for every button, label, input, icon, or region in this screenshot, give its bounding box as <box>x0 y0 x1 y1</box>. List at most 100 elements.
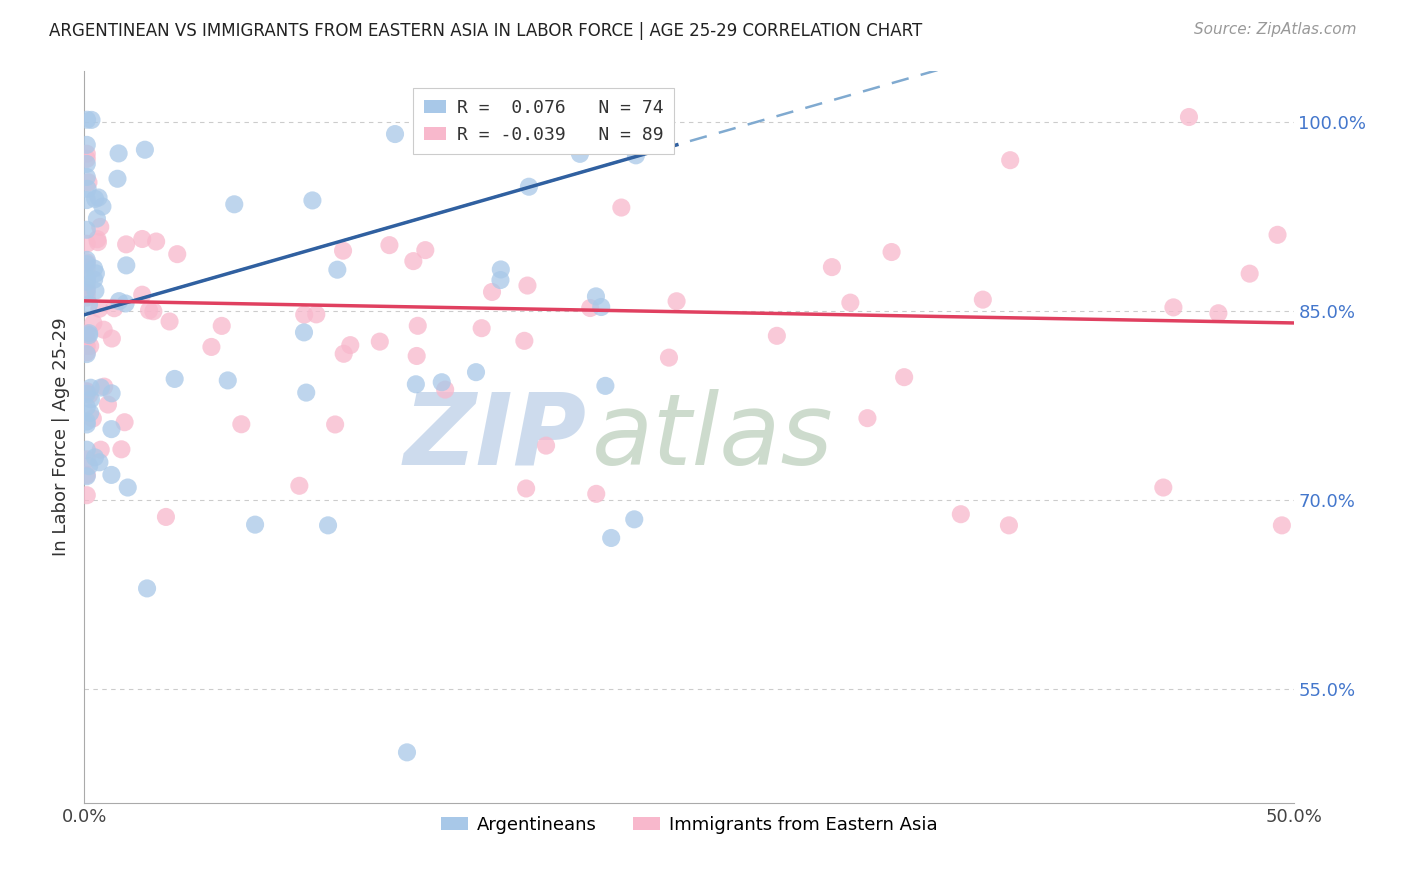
Point <box>316 518 339 533</box>
Point <box>76 260 98 275</box>
Point <box>76 280 98 294</box>
Point <box>610 201 633 215</box>
Point <box>821 260 844 274</box>
Point <box>76 152 98 166</box>
Point <box>481 285 503 299</box>
Point <box>243 517 266 532</box>
Point <box>145 235 167 249</box>
Point <box>89 219 111 234</box>
Point <box>76 223 98 237</box>
Point <box>131 232 153 246</box>
Point <box>766 328 789 343</box>
Point <box>591 300 613 314</box>
Point <box>110 442 132 457</box>
Point <box>76 384 98 399</box>
Point <box>131 287 153 301</box>
Point <box>880 245 903 260</box>
Point <box>326 262 349 277</box>
Point <box>142 304 165 318</box>
Point <box>117 481 139 495</box>
Point <box>107 146 129 161</box>
Point <box>84 450 107 465</box>
Point <box>301 194 323 208</box>
Point <box>79 381 101 395</box>
Point <box>949 507 972 521</box>
Point <box>80 392 103 407</box>
Point <box>93 323 115 337</box>
Point <box>579 301 602 315</box>
Point <box>100 422 122 436</box>
Point <box>84 266 107 280</box>
Point <box>211 318 233 333</box>
Point <box>84 192 107 206</box>
Point <box>998 518 1021 533</box>
Point <box>600 531 623 545</box>
Point <box>100 386 122 401</box>
Point <box>89 301 111 316</box>
Point <box>658 351 681 365</box>
Point <box>517 179 540 194</box>
Point <box>90 380 112 394</box>
Point <box>76 257 98 271</box>
Point <box>1239 267 1261 281</box>
Point <box>166 247 188 261</box>
Point <box>90 442 112 457</box>
Point <box>406 318 429 333</box>
Point <box>434 383 457 397</box>
Point <box>84 284 107 298</box>
Point <box>76 386 98 401</box>
Point <box>339 338 361 352</box>
Point <box>332 347 354 361</box>
Point <box>76 384 98 398</box>
Point <box>292 308 315 322</box>
Point <box>1208 306 1230 320</box>
Point <box>76 417 98 432</box>
Point <box>217 373 239 387</box>
Point <box>76 236 98 251</box>
Point <box>368 334 391 349</box>
Point <box>76 283 98 297</box>
Point <box>571 116 593 130</box>
Point <box>76 415 98 429</box>
Point <box>595 379 617 393</box>
Point <box>77 326 100 341</box>
Point <box>76 137 98 152</box>
Point <box>292 326 315 340</box>
Point <box>155 510 177 524</box>
Point <box>163 372 186 386</box>
Point <box>77 175 100 189</box>
Point <box>402 254 425 268</box>
Point <box>107 171 129 186</box>
Point <box>76 400 98 414</box>
Point <box>86 232 108 246</box>
Point <box>103 301 125 316</box>
Point <box>224 197 246 211</box>
Text: atlas: atlas <box>592 389 834 485</box>
Point <box>972 293 994 307</box>
Text: ZIP: ZIP <box>404 389 586 485</box>
Point <box>665 294 688 309</box>
Point <box>87 235 110 249</box>
Point <box>89 455 111 469</box>
Point <box>91 200 114 214</box>
Point <box>76 469 98 483</box>
Y-axis label: In Labor Force | Age 25-29: In Labor Force | Age 25-29 <box>52 318 70 557</box>
Point <box>76 255 98 269</box>
Point <box>893 370 915 384</box>
Point <box>97 398 120 412</box>
Point <box>100 467 122 482</box>
Point <box>76 442 98 457</box>
Point <box>80 112 103 127</box>
Point <box>489 262 512 277</box>
Point <box>288 479 311 493</box>
Point <box>114 415 136 429</box>
Point <box>76 193 98 207</box>
Point <box>856 411 879 425</box>
Point <box>585 487 607 501</box>
Point <box>76 339 98 353</box>
Text: ARGENTINEAN VS IMMIGRANTS FROM EASTERN ASIA IN LABOR FORCE | AGE 25-29 CORRELATI: ARGENTINEAN VS IMMIGRANTS FROM EASTERN A… <box>49 22 922 40</box>
Point <box>76 182 98 196</box>
Point <box>534 439 557 453</box>
Point <box>79 339 101 353</box>
Point <box>76 271 98 285</box>
